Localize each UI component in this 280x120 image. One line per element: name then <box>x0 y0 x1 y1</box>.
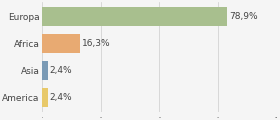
Bar <box>42 34 80 53</box>
Bar <box>42 88 48 107</box>
Bar <box>42 61 48 80</box>
Text: 2,4%: 2,4% <box>50 93 72 102</box>
Text: 2,4%: 2,4% <box>50 66 72 75</box>
Text: 78,9%: 78,9% <box>229 12 258 21</box>
Text: 16,3%: 16,3% <box>82 39 111 48</box>
Bar <box>42 7 227 26</box>
